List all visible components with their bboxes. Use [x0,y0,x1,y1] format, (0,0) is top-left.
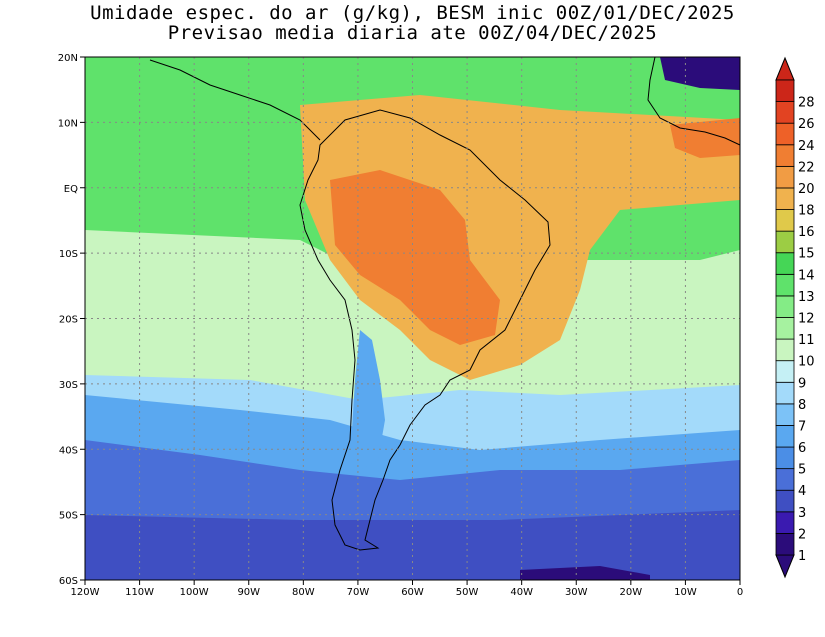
lat-label: 50S [59,511,78,522]
colorbar-label: 3 [798,506,806,521]
lat-label: 10N [58,118,78,129]
colorbar-label: 5 [798,463,806,478]
colorbar-swatch [775,446,795,470]
colorbar-swatch [775,381,795,405]
colorbar-swatch [775,338,795,362]
colorbar-swatch [775,489,795,513]
lat-label: 40S [59,445,78,456]
longitude-labels: 120W 110W 100W 90W 80W 70W 60W 50W 40W 30W 20W 10W 0 [71,580,743,598]
map-subtitle: Previsao media diaria ate 00Z/04/DEC/202… [167,22,658,44]
colorbar-label: 14 [798,268,815,283]
south-america-coastline [299,109,551,551]
field-darkest-patch [520,566,650,580]
map-title: Umidade espec. do ar (g/kg), BESM inic 0… [90,2,735,24]
colorbar-label: 10 [798,355,815,370]
lon-label: 40W [510,587,533,598]
lat-label: 60S [59,576,78,587]
colorbar-swatch [775,317,795,340]
colorbar-label: 18 [798,204,815,219]
colorbar-min-arrow [775,554,795,579]
colorbar-swatch [775,187,795,210]
colorbar-label: 2 [798,527,806,542]
latitude-labels: 20N 10N EQ 10S 20S 30S 40S 50S 60S [58,53,85,587]
lon-label: 90W [237,587,260,598]
colorbar-swatch [775,165,795,189]
lon-label: 0 [737,587,743,598]
lon-label: 100W [180,587,209,598]
colorbar-label: 20 [798,182,815,197]
colorbar-label: 26 [798,117,815,132]
colorbar-label: 12 [798,312,815,327]
colorbar-swatch [775,403,795,426]
lat-label: 30S [59,380,78,391]
colorbar-label: 22 [798,160,815,175]
colorbar-label: 4 [798,484,806,499]
colorbar-swatch [775,252,795,275]
colorbar-swatch [775,360,795,383]
colorbar-label: 15 [798,247,815,262]
colorbar-label: 6 [798,441,806,456]
colorbar-label: 11 [798,333,815,348]
colorbar-swatch [775,230,795,254]
field-dry-sahara [660,57,740,90]
colorbar-swatch [775,468,795,491]
field-high-africa [670,118,740,158]
lon-label: 20W [620,587,643,598]
colorbar-max-arrow [775,56,795,81]
colorbar-label: 24 [798,139,815,154]
lon-label: 80W [292,587,315,598]
lon-label: 110W [125,587,154,598]
lat-label: 10S [59,249,78,260]
africa-coastline [647,56,741,146]
lon-label: 120W [71,587,100,598]
field-high-region [330,170,500,345]
colorbar-label: 7 [798,419,806,434]
colorbar-swatch [775,273,795,297]
colorbar-label: 8 [798,398,806,413]
colorbar-label: 28 [798,96,815,111]
colorbar-swatch [775,79,795,102]
lat-label: EQ [64,184,78,195]
colorbar-swatch [775,511,795,534]
colorbar-swatch [775,101,795,124]
field-andes-dry [352,330,385,470]
lat-label: 20S [59,315,78,326]
lon-label: 60W [401,587,424,598]
central-america-coastline [149,59,321,141]
lon-label: 50W [456,587,479,598]
colorbar-swatch [775,122,795,146]
colorbar-label: 16 [798,225,815,240]
lat-label: 20N [58,53,78,64]
lon-label: 30W [565,587,588,598]
colorbar-swatch [775,144,795,167]
colorbar-swatch [775,425,795,448]
graticule [85,57,740,580]
colorbar-label: 9 [798,376,806,391]
lon-label: 10W [674,587,697,598]
colorbar-label: 13 [798,290,815,305]
colorbar-swatch [775,295,795,318]
colorbar-label: 1 [798,549,806,564]
lon-label: 70W [347,587,370,598]
colorbar-swatch [775,209,795,232]
colorbar-swatch [775,533,795,556]
